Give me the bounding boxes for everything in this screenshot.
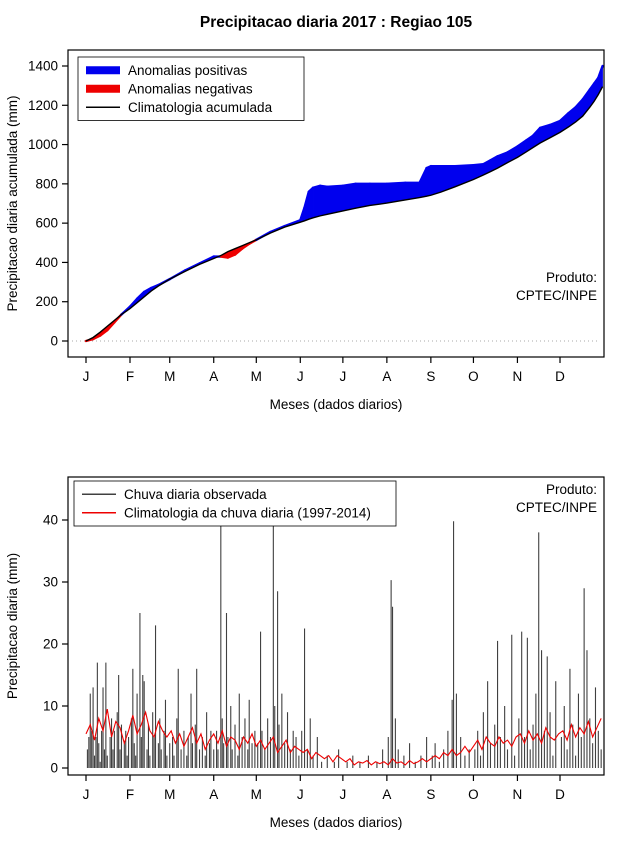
month-tick-label: A bbox=[209, 369, 218, 384]
y-tick-label: 1200 bbox=[28, 98, 58, 113]
cumulative-precipitation-plot: 0 200 400 600 800 1000 1200 1400 J F M A M J J A S O N D Mes… bbox=[5, 49, 605, 412]
legend: Chuva diaria observada Climatologia da ch… bbox=[73, 480, 397, 527]
y-axis: 0 10 20 30 40 bbox=[43, 513, 68, 776]
month-tick-label: M bbox=[164, 787, 175, 802]
month-tick-label: M bbox=[251, 787, 262, 802]
plot-frame bbox=[67, 476, 605, 776]
month-tick-label: M bbox=[251, 369, 262, 384]
y-tick-label: 0 bbox=[50, 334, 58, 349]
y-tick-label: 0 bbox=[50, 761, 58, 776]
month-tick-label: J bbox=[83, 369, 90, 384]
produto-line1: Produto: bbox=[546, 270, 597, 285]
month-tick-label: F bbox=[126, 369, 134, 384]
y-tick-label: 40 bbox=[43, 513, 58, 528]
month-tick-label: D bbox=[555, 787, 565, 802]
produto-annotation: Produto: CPTEC/INPE bbox=[516, 482, 597, 515]
y-tick-label: 200 bbox=[35, 294, 58, 309]
month-tick-label: N bbox=[513, 787, 523, 802]
produto-annotation: Produto: CPTEC/INPE bbox=[516, 270, 597, 303]
y-tick-label: 10 bbox=[43, 699, 58, 714]
y-axis: 0 200 400 600 800 1000 1200 1400 bbox=[28, 59, 68, 349]
y-tick-label: 800 bbox=[35, 176, 58, 191]
daily-precipitation-plot: 0 10 20 30 40 J F M A M J J A S O N D Meses (dados diario… bbox=[5, 476, 605, 830]
y-axis-title: Precipitacao diaria (mm) bbox=[5, 553, 20, 699]
produto-line2: CPTEC/INPE bbox=[516, 288, 597, 303]
legend-item-label: Chuva diaria observada bbox=[124, 487, 267, 502]
y-tick-label: 400 bbox=[35, 255, 58, 270]
y-tick-label: 600 bbox=[35, 216, 58, 231]
month-tick-label: D bbox=[555, 369, 565, 384]
y-tick-label: 30 bbox=[43, 575, 58, 590]
produto-line1: Produto: bbox=[546, 482, 597, 497]
y-tick-label: 1000 bbox=[28, 137, 58, 152]
y-tick-label: 1400 bbox=[28, 59, 58, 74]
legend: Anomalias positivas Anomalias negativas Cl… bbox=[77, 56, 305, 121]
legend-item-label: Climatologia acumulada bbox=[128, 100, 273, 115]
month-tick-label: J bbox=[297, 369, 304, 384]
legend-item-label: Climatologia da chuva diaria (1997-2014) bbox=[124, 505, 371, 520]
month-tick-label: A bbox=[382, 787, 391, 802]
month-tick-label: S bbox=[426, 787, 435, 802]
month-tick-label: A bbox=[209, 787, 218, 802]
daily-climatology-line bbox=[85, 708, 602, 766]
month-tick-label: N bbox=[513, 369, 523, 384]
month-tick-label: M bbox=[164, 369, 175, 384]
plot-frame bbox=[67, 49, 605, 358]
legend-item-label: Anomalias positivas bbox=[128, 63, 248, 78]
climatology-cumulative-line bbox=[85, 86, 604, 342]
y-axis-title: Precipitacao diaria acumulada (mm) bbox=[5, 95, 20, 311]
month-tick-label: J bbox=[83, 787, 90, 802]
month-tick-label: O bbox=[468, 369, 479, 384]
y-tick-label: 20 bbox=[43, 637, 58, 652]
x-axis-title: Meses (dados diarios) bbox=[270, 397, 403, 412]
legend-item-label: Anomalias negativas bbox=[128, 81, 253, 96]
month-tick-label: S bbox=[426, 369, 435, 384]
x-axis-title: Meses (dados diarios) bbox=[270, 815, 403, 830]
month-tick-label: O bbox=[468, 787, 479, 802]
produto-line2: CPTEC/INPE bbox=[516, 500, 597, 515]
month-tick-label: J bbox=[339, 787, 346, 802]
month-tick-label: J bbox=[339, 369, 346, 384]
month-tick-label: J bbox=[297, 787, 304, 802]
daily-rain-bars bbox=[86, 516, 602, 768]
month-tick-label: F bbox=[126, 787, 134, 802]
month-tick-label: A bbox=[382, 369, 391, 384]
page-title: Precipitacao diaria 2017 : Regiao 105 bbox=[200, 14, 473, 31]
